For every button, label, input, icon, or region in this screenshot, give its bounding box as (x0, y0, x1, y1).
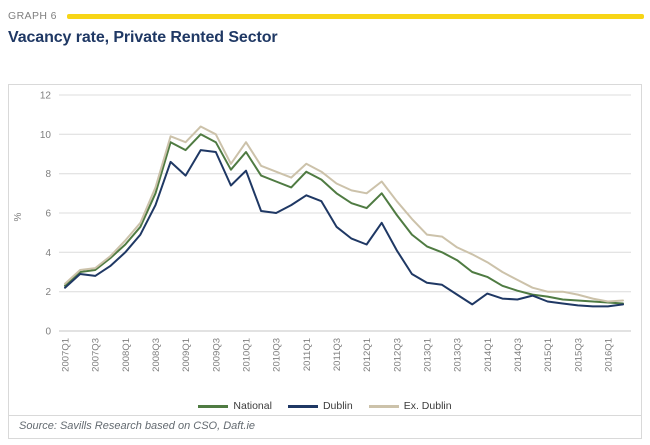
x-tick-label: 2010Q3 (272, 338, 283, 372)
y-tick-label: 0 (45, 327, 51, 338)
legend-item-dublin: Dublin (287, 400, 353, 412)
chart-title: Vacancy rate, Private Rented Sector (8, 29, 278, 46)
chart-svg: 0 2 4 6 8 10 12% 2007Q1 2007Q3 2008Q1 2008Q3 2009Q1… (13, 91, 631, 372)
x-tick-label: 2015Q1 (543, 338, 554, 372)
series-line-dublin (64, 149, 624, 308)
legend-item-national: National (198, 400, 272, 412)
x-tick-label: 2013Q3 (453, 338, 464, 372)
series-line-ex-dublin (64, 125, 624, 303)
x-tick-label: 2009Q1 (181, 338, 192, 372)
legend-swatch-national (198, 404, 229, 408)
chart-legend: National Dublin Ex. Dublin (9, 397, 641, 415)
source-note: Source: Savills Research based on CSO, D… (9, 415, 641, 438)
legend-label-ex-dublin: Ex. Dublin (403, 400, 452, 412)
legend-label-dublin: Dublin (322, 400, 353, 412)
x-tick-label: 2012Q3 (392, 338, 403, 372)
x-tick-label: 2008Q1 (121, 338, 132, 372)
x-tick-label: 2007Q3 (91, 338, 102, 372)
x-tick-label: 2016Q1 (603, 338, 614, 372)
x-tick-label: 2009Q3 (211, 338, 222, 372)
legend-item-ex-dublin: Ex. Dublin (368, 400, 452, 412)
x-tick-label: 2013Q1 (422, 338, 433, 372)
x-tick-label: 2015Q3 (573, 338, 584, 372)
accent-bar (66, 13, 644, 19)
y-tick-label: 4 (45, 248, 51, 259)
x-tick-label: 2007Q1 (61, 338, 72, 372)
x-tick-label: 2011Q1 (302, 338, 313, 371)
x-tick-label: 2010Q1 (242, 338, 253, 372)
x-tick-label: 2012Q1 (362, 338, 373, 372)
graph-number-label: GRAPH 6 (8, 10, 57, 22)
y-tick-label: 8 (45, 169, 51, 180)
x-tick-label: 2014Q1 (483, 338, 494, 372)
line-chart: 0 2 4 6 8 10 12% 2007Q1 2007Q3 2008Q1 2008Q3 2009Q1… (9, 85, 641, 397)
y-tick-label: 10 (40, 130, 52, 141)
chart-container: 0 2 4 6 8 10 12% 2007Q1 2007Q3 2008Q1 2008Q3 2009Q1… (8, 84, 642, 439)
legend-swatch-dublin (287, 404, 318, 408)
x-tick-label: 2011Q3 (332, 338, 343, 371)
x-tick-label: 2014Q3 (513, 338, 524, 372)
series-line-national (64, 133, 624, 305)
y-axis-title: % (13, 212, 24, 221)
legend-swatch-ex-dublin (368, 404, 399, 408)
y-tick-label: 6 (45, 209, 51, 220)
y-tick-label: 2 (45, 287, 51, 298)
legend-label-national: National (233, 400, 272, 412)
x-tick-label: 2008Q3 (151, 338, 162, 372)
y-tick-label: 12 (40, 91, 52, 102)
graph-header-row: GRAPH 6 (8, 10, 644, 22)
